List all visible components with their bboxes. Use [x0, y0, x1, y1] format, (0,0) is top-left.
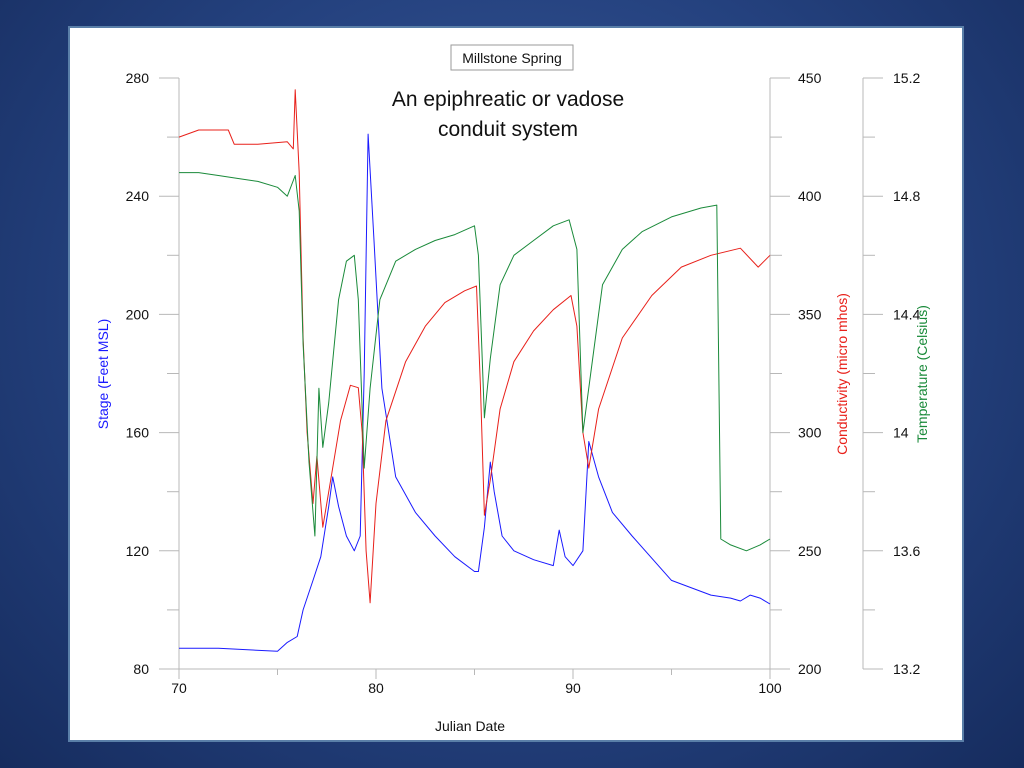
stage-axis-title: Stage (Feet MSL)	[95, 319, 111, 430]
stage-tick-label: 80	[133, 661, 149, 677]
chart-title: Millstone Spring	[450, 44, 574, 71]
series	[178, 89, 771, 652]
annotation-line-2: conduit system	[438, 118, 578, 141]
annotation-line-1: An epiphreatic or vadose	[392, 88, 624, 111]
conductivity-tick-label: 400	[798, 188, 822, 204]
x-tick-label: 80	[368, 680, 384, 696]
x-axis-title: Julian Date	[435, 718, 505, 734]
slide-panel: Millstone Spring An epiphreatic or vados…	[68, 26, 964, 742]
temperature-series-line	[179, 172, 771, 552]
stage-tick-label: 280	[126, 70, 150, 86]
temperature-tick-label: 14.8	[893, 188, 920, 204]
temperature-axis-title: Temperature (Celsius)	[914, 305, 930, 443]
axes: 70 80 90 100 80 120 160 200 240 280 200 250 300 350 40…	[126, 70, 921, 696]
conductivity-tick-label: 300	[798, 425, 822, 441]
stage-tick-label: 200	[126, 306, 150, 322]
temperature-tick-label: 14.4	[893, 306, 920, 322]
x-tick-label: 70	[171, 680, 187, 696]
temperature-tick-label: 15.2	[893, 70, 920, 86]
x-tick-label: 90	[565, 680, 581, 696]
stage-tick-label: 120	[126, 543, 150, 559]
conductivity-tick-label: 200	[798, 661, 822, 677]
millstone-spring-chart: Millstone Spring An epiphreatic or vados…	[95, 44, 930, 734]
conductivity-tick-label: 250	[798, 543, 822, 559]
temperature-tick-label: 14	[893, 425, 909, 441]
stage-tick-label: 240	[126, 188, 150, 204]
conductivity-tick-label: 450	[798, 70, 822, 86]
conductivity-series-line	[178, 89, 771, 604]
temperature-tick-label: 13.2	[893, 661, 920, 677]
stage-series-line	[179, 133, 771, 652]
stage-tick-label: 160	[126, 425, 150, 441]
conductivity-tick-label: 350	[798, 306, 822, 322]
temperature-tick-label: 13.6	[893, 543, 920, 559]
x-tick-label: 100	[758, 680, 782, 696]
chart-title-text: Millstone Spring	[462, 50, 562, 66]
conductivity-axis-title: Conductivity (micro mhos)	[834, 293, 850, 455]
